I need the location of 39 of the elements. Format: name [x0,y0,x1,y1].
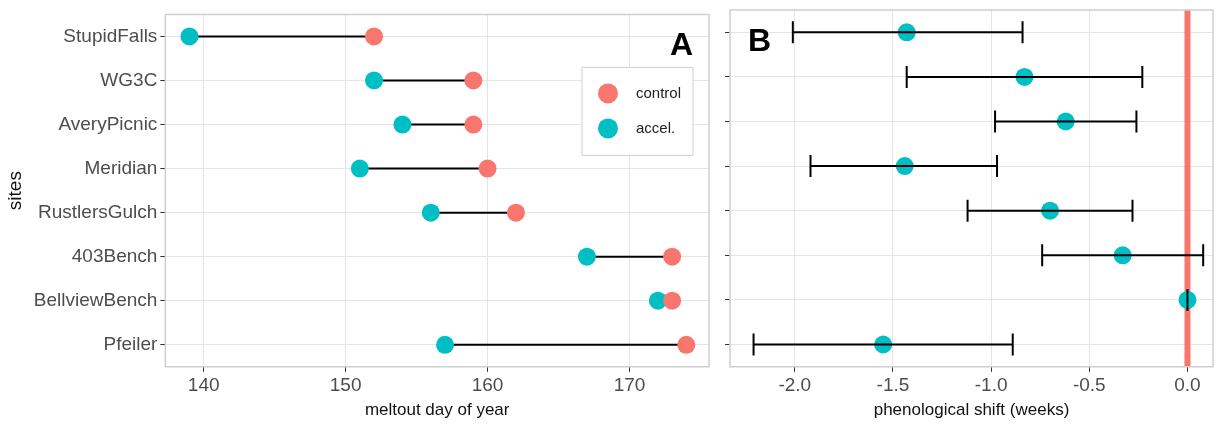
y-tick-label: WG3C [100,68,158,90]
y-tick-label: AveryPicnic [58,112,158,134]
x-tick-label: -0.5 [1072,374,1106,396]
y-tick-label: BellviewBench [33,288,158,310]
point [365,27,384,46]
point [478,159,497,178]
legend-label: control [635,83,682,101]
point [663,291,682,310]
x-tick-label: 160 [471,374,504,396]
point [393,115,412,134]
point [180,27,199,46]
point [365,71,384,90]
y-tick-label: Meridian [84,156,158,178]
point [663,247,682,266]
annotation: A [669,26,693,63]
x-tick-label: -1.5 [876,374,910,396]
y-tick-label: RustlersGulch [38,200,158,222]
y-tick-label: StupidFalls [63,24,158,46]
point [464,71,483,90]
point [464,115,483,134]
x-tick-label: 150 [329,374,362,396]
y-tick-label: 403Bench [71,244,158,266]
x-tick-label: 140 [187,374,220,396]
x-tick-label: -2.0 [778,374,812,396]
y-tick-label: Pfeiler [103,333,159,355]
x-tick-label: 0.0 [1174,374,1201,396]
x-axis-title: phenological shift (weeks) [873,400,1070,420]
point [421,203,440,222]
point [677,335,696,354]
x-axis-title: meltout day of year [364,400,510,420]
annotation: B [748,21,772,58]
x-tick-label: -1.0 [974,374,1008,396]
y-axis-title: sites [3,171,25,211]
point [435,335,454,354]
point [577,247,596,266]
x-tick-label: 170 [613,374,646,396]
point [506,203,525,222]
point [350,159,369,178]
legend-label: accel. [635,118,676,136]
